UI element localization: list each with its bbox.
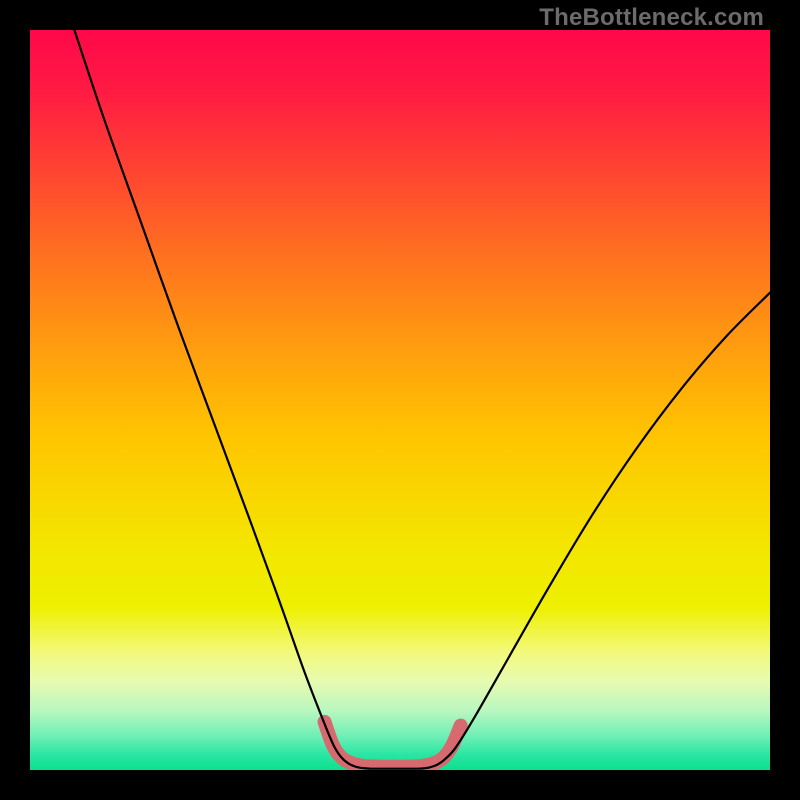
bottleneck-curve bbox=[74, 30, 770, 769]
curve-layer bbox=[30, 30, 770, 770]
watermark-text: TheBottleneck.com bbox=[539, 4, 764, 32]
plot-area bbox=[30, 30, 770, 770]
chart-frame: TheBottleneck.com bbox=[0, 0, 800, 800]
